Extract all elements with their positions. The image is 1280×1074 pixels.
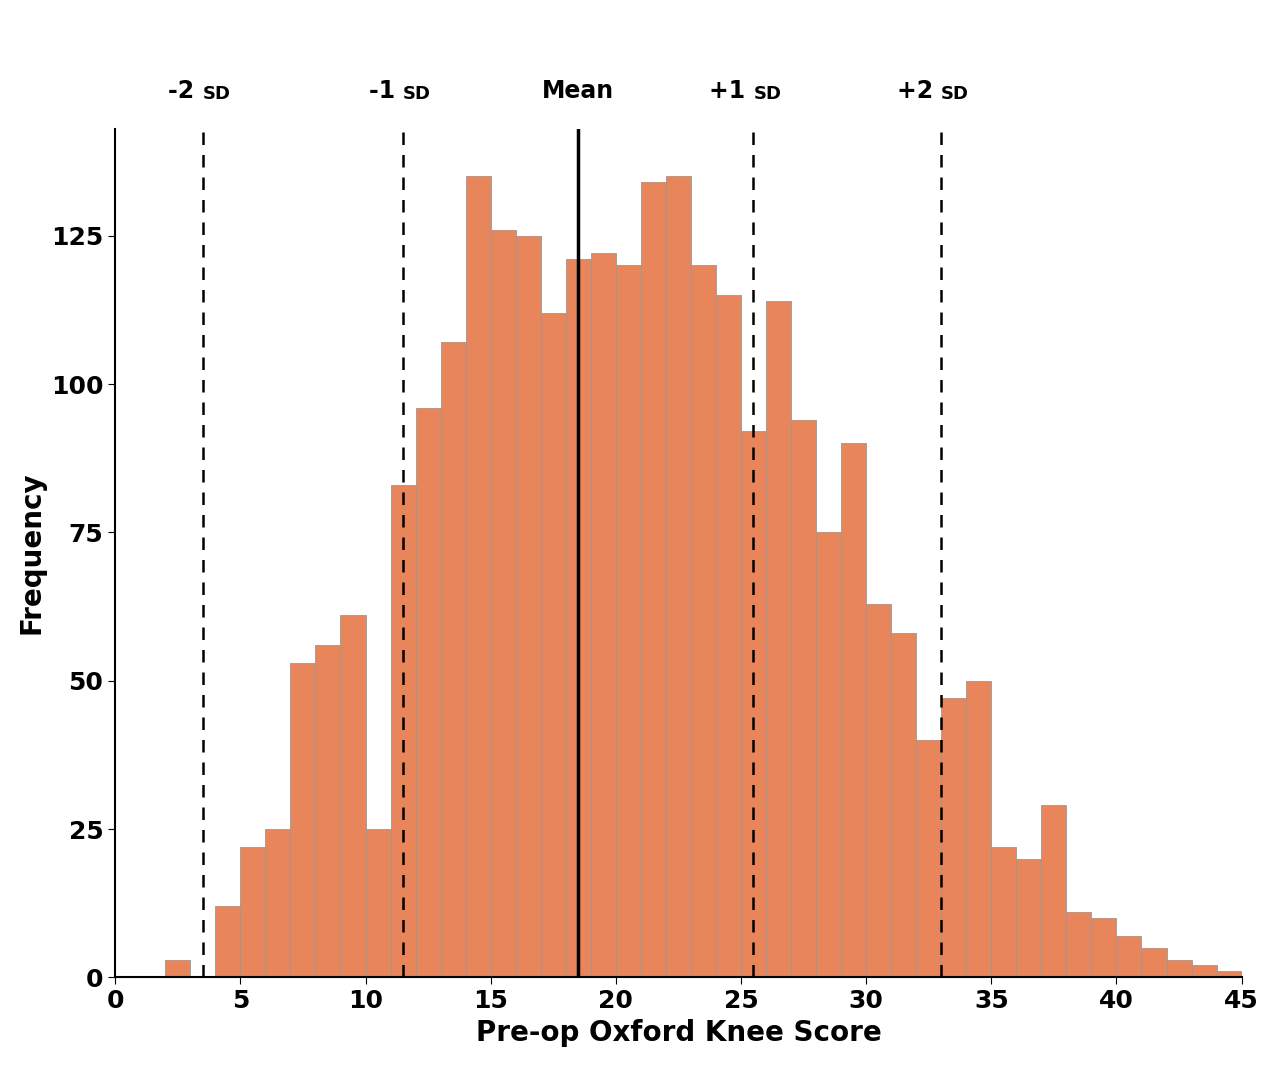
Text: -1: -1	[369, 79, 403, 103]
Bar	[691, 265, 716, 977]
Text: SD: SD	[941, 86, 969, 103]
Bar	[817, 533, 841, 977]
Bar	[540, 313, 566, 977]
Bar	[1066, 912, 1092, 977]
Bar	[1016, 859, 1042, 977]
Bar	[941, 698, 966, 977]
Bar	[1042, 806, 1066, 977]
Bar	[1116, 935, 1142, 977]
Text: +1: +1	[709, 79, 754, 103]
Bar	[591, 253, 616, 977]
Bar	[315, 645, 340, 977]
Text: +2: +2	[897, 79, 941, 103]
Bar	[1192, 966, 1216, 977]
Bar	[366, 829, 390, 977]
Bar	[566, 260, 591, 977]
Text: Mean: Mean	[543, 79, 614, 103]
Bar	[791, 420, 817, 977]
Bar	[1216, 971, 1242, 977]
Bar	[1142, 947, 1166, 977]
Bar	[466, 176, 490, 977]
Text: SD: SD	[754, 86, 782, 103]
Bar	[390, 484, 416, 977]
Bar	[1166, 959, 1192, 977]
Bar	[215, 906, 241, 977]
Bar	[165, 959, 191, 977]
Bar	[891, 634, 916, 977]
Bar	[291, 663, 315, 977]
Bar	[265, 829, 291, 977]
Bar	[340, 615, 366, 977]
Bar	[841, 444, 867, 977]
Bar	[416, 408, 440, 977]
Bar	[966, 681, 991, 977]
Bar	[1242, 971, 1267, 977]
X-axis label: Pre-op Oxford Knee Score: Pre-op Oxford Knee Score	[476, 1019, 881, 1047]
Bar	[490, 230, 516, 977]
Bar	[516, 235, 540, 977]
Bar	[241, 846, 265, 977]
Bar	[641, 183, 666, 977]
Bar	[716, 295, 741, 977]
Bar	[440, 343, 466, 977]
Text: -2: -2	[169, 79, 202, 103]
Bar	[991, 846, 1016, 977]
Bar	[666, 176, 691, 977]
Bar	[741, 432, 765, 977]
Bar	[616, 265, 641, 977]
Bar	[765, 301, 791, 977]
Bar	[867, 604, 891, 977]
Text: SD: SD	[202, 86, 230, 103]
Bar	[916, 740, 941, 977]
Y-axis label: Frequency: Frequency	[18, 471, 45, 635]
Text: SD: SD	[403, 86, 431, 103]
Bar	[1092, 918, 1116, 977]
